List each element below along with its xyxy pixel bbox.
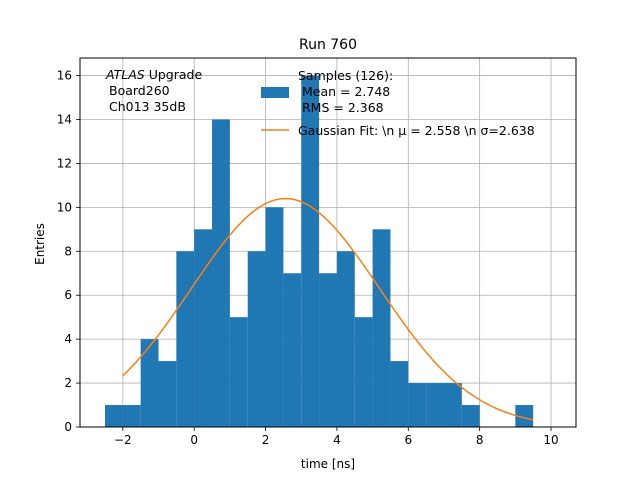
y-tick-label: 4	[64, 332, 72, 346]
annotation-line-1: ATLAS Upgrade	[105, 67, 202, 82]
histogram-bar	[104, 405, 123, 427]
y-tick-label: 14	[57, 113, 72, 127]
gaussian-fit-line	[122, 197, 534, 421]
x-tick-label: 0	[190, 433, 198, 447]
histogram-bar	[176, 251, 195, 427]
atlas-annotation: ATLAS Upgrade Board260 Ch013 35dB	[105, 67, 202, 114]
histogram-bar	[461, 405, 480, 427]
y-tick-label: 10	[57, 200, 72, 214]
x-axis-ticks: −2 0 2 4 6 8 10	[114, 427, 559, 447]
gaussian-fit-curve	[122, 197, 534, 421]
histogram-bar	[158, 361, 177, 427]
histogram-bar	[354, 317, 373, 427]
x-tick-label: 10	[543, 433, 558, 447]
legend-fit-label: Gaussian Fit: \n μ = 2.558 \n σ=2.638	[298, 123, 535, 138]
histogram-bar	[265, 207, 284, 427]
y-tick-label: 0	[64, 420, 72, 434]
x-tick-label: 2	[262, 433, 270, 447]
histogram-bar	[515, 405, 534, 427]
histogram-bar	[229, 317, 248, 427]
histogram-bar	[247, 251, 266, 427]
legend-histogram-line-3: RMS = 2.368	[302, 100, 384, 115]
y-axis-label: Entries	[33, 223, 47, 265]
histogram-bar	[319, 273, 337, 427]
annotation-upgrade: Upgrade	[145, 67, 203, 82]
legend-histogram-line-2: Mean = 2.748	[302, 84, 390, 99]
annotation-atlas: ATLAS	[105, 67, 145, 82]
legend-histogram-line-1: Samples (126):	[298, 68, 393, 83]
chart-title: Run 760	[299, 37, 357, 53]
annotation-line-3: Ch013 35dB	[109, 99, 186, 114]
histogram-bar	[390, 361, 409, 427]
histogram-bars	[104, 75, 534, 428]
histogram-bar	[194, 229, 213, 427]
y-axis-ticks: 0 2 4 6 8 10 12 14 16	[57, 69, 80, 434]
histogram-bar	[408, 383, 427, 427]
y-tick-label: 2	[64, 376, 72, 390]
y-tick-label: 8	[64, 244, 72, 258]
histogram-bar	[426, 383, 444, 427]
histogram-bar	[212, 119, 230, 427]
x-tick-label: 8	[476, 433, 484, 447]
y-tick-label: 12	[57, 156, 72, 170]
histogram-bar	[140, 339, 159, 427]
histogram-bar	[372, 229, 391, 427]
y-tick-label: 6	[64, 288, 72, 302]
histogram-bar	[283, 273, 302, 427]
histogram-bar	[443, 383, 462, 427]
legend-histogram-swatch	[261, 87, 289, 98]
x-tick-label: −2	[114, 433, 132, 447]
x-tick-label: 6	[404, 433, 412, 447]
histogram-bar	[122, 405, 141, 427]
x-axis-label: time [ns]	[301, 457, 355, 471]
y-tick-label: 16	[57, 69, 72, 83]
histogram-bar	[336, 251, 355, 427]
histogram-bar	[301, 75, 320, 428]
plot-frame	[79, 57, 577, 428]
x-tick-label: 4	[333, 433, 341, 447]
annotation-line-2: Board260	[109, 83, 170, 98]
legend: Samples (126): Mean = 2.748 RMS = 2.368 …	[261, 68, 535, 138]
